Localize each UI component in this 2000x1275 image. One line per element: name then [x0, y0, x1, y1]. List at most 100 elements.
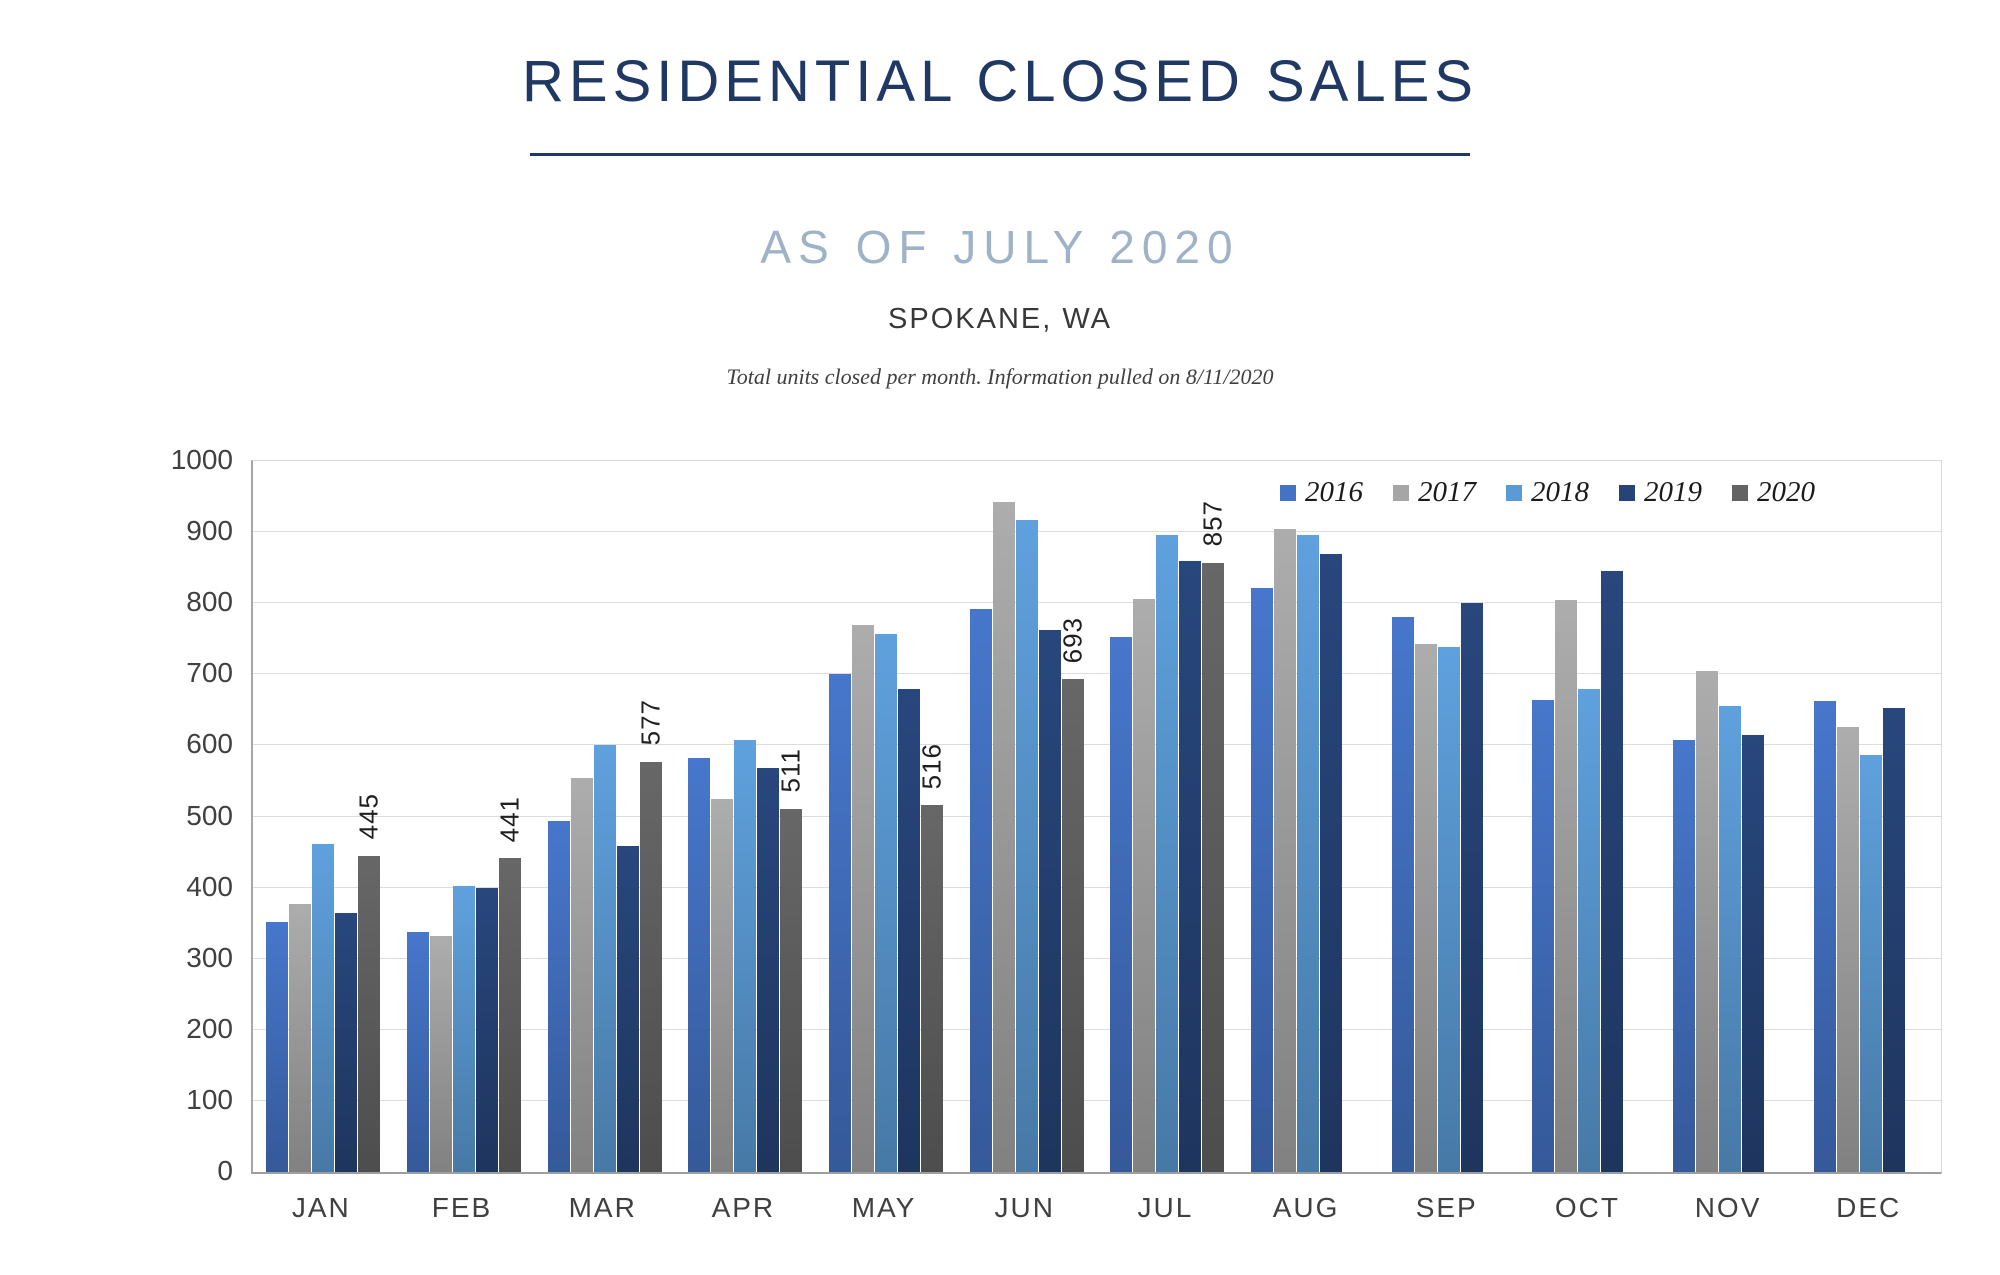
- bar-slot-dec-2018: [1859, 461, 1882, 1172]
- bar-group-mar: 577: [534, 461, 675, 1172]
- bar-slot-oct-2020: [1624, 461, 1646, 1172]
- x-axis-label-jul: JUL: [1137, 1192, 1194, 1223]
- y-axis-label-400: 400: [186, 870, 233, 902]
- bar-aug-2017: [1274, 529, 1297, 1172]
- bar-may-2019: [898, 688, 921, 1172]
- y-axis-label-500: 500: [186, 799, 233, 831]
- bar-slot-feb-2018: [453, 461, 475, 1172]
- legend-swatch-2019: [1619, 484, 1635, 501]
- bar-group-may: 516: [816, 461, 957, 1172]
- bar-oct-2017: [1555, 600, 1578, 1172]
- legend-item-2020: 2020: [1732, 476, 1815, 509]
- x-axis-label-jan: JAN: [291, 1192, 351, 1223]
- bar-jan-2019: [335, 912, 358, 1172]
- legend-swatch-2017: [1393, 484, 1409, 501]
- gridline-200: [253, 1028, 1941, 1030]
- bar-apr-2018: [734, 740, 757, 1172]
- x-axis-label-jun: JUN: [994, 1192, 1055, 1223]
- bar-slot-oct-2016: [1532, 461, 1555, 1172]
- bar-group-nov: [1660, 461, 1801, 1172]
- bar-slot-sep-2020: [1484, 461, 1506, 1172]
- bar-slot-apr-2016: [688, 461, 711, 1172]
- bar-feb-2019: [476, 888, 498, 1172]
- bar-may-2018: [875, 633, 898, 1172]
- bar-nov-2017: [1696, 670, 1719, 1172]
- bar-slot-apr-2019: [757, 461, 780, 1172]
- bar-group-dec: [1800, 461, 1941, 1172]
- bar-slot-oct-2018: [1578, 461, 1601, 1172]
- x-axis-label-may: MAY: [851, 1192, 917, 1223]
- bar-nov-2018: [1719, 706, 1742, 1172]
- bar-slot-sep-2019: [1460, 461, 1483, 1172]
- bar-apr-2016: [688, 757, 711, 1172]
- legend-item-2017: 2017: [1393, 476, 1476, 509]
- legend-item-2019: 2019: [1619, 476, 1702, 509]
- bar-group-jan: 445: [253, 461, 394, 1172]
- bar-slot-mar-2016: [547, 461, 570, 1172]
- bar-slot-dec-2019: [1882, 461, 1905, 1172]
- bar-jun-2018: [1015, 520, 1038, 1172]
- bar-jun-2017: [992, 501, 1015, 1172]
- gridline-800: [253, 602, 1941, 604]
- bar-mar-2017: [570, 778, 593, 1172]
- location-label: SPOKANE, WA: [888, 303, 1112, 335]
- bar-slot-oct-2019: [1601, 461, 1624, 1172]
- y-axis-label-900: 900: [186, 515, 233, 547]
- gridline-500: [253, 815, 1941, 817]
- bar-slot-may-2020: 516: [917, 461, 947, 1172]
- bar-slot-jan-2018: [312, 461, 335, 1172]
- bar-slot-aug-2017: [1274, 461, 1297, 1172]
- legend-item-2016: 2016: [1280, 476, 1363, 509]
- chart-legend: 2016 2017 2018 2019 2020: [1280, 476, 1815, 509]
- bar-slot-sep-2016: [1391, 461, 1414, 1172]
- legend-label-2019: 2019: [1644, 476, 1702, 508]
- bar-sep-2019: [1460, 603, 1483, 1172]
- x-axis-label-aug: AUG: [1272, 1192, 1340, 1223]
- bar-dec-2019: [1882, 708, 1905, 1172]
- footnote: Total units closed per month. Informatio…: [726, 364, 1274, 389]
- bar-groups: 445 441 577 511 516 693 857: [253, 461, 1941, 1172]
- bar-slot-jan-2020: 445: [354, 461, 384, 1172]
- bar-slot-mar-2020: 577: [635, 461, 665, 1172]
- page-title: RESIDENTIAL CLOSED SALES: [522, 49, 1478, 114]
- legend-label-2017: 2017: [1418, 476, 1476, 508]
- bar-slot-aug-2018: [1297, 461, 1320, 1172]
- legend-swatch-2016: [1280, 484, 1296, 501]
- bar-slot-aug-2019: [1320, 461, 1343, 1172]
- plot-area: 445 441 577 511 516 693 857: [251, 460, 1942, 1174]
- bar-slot-jun-2019: [1038, 461, 1061, 1172]
- x-axis-label-sep: SEP: [1415, 1192, 1478, 1223]
- bar-slot-jul-2016: [1110, 461, 1133, 1172]
- bar-oct-2016: [1532, 699, 1555, 1172]
- x-axis-label-nov: NOV: [1694, 1192, 1762, 1223]
- y-axis-label-1000: 1000: [170, 444, 233, 475]
- legend-swatch-2020: [1732, 484, 1748, 501]
- bar-group-sep: [1378, 461, 1519, 1172]
- bar-slot-mar-2017: [570, 461, 593, 1172]
- bar-slot-nov-2019: [1742, 461, 1765, 1172]
- bar-slot-nov-2016: [1673, 461, 1696, 1172]
- bar-slot-apr-2017: [711, 461, 734, 1172]
- bar-slot-may-2019: [898, 461, 921, 1172]
- bar-slot-sep-2017: [1414, 461, 1437, 1172]
- bar-group-jul: 857: [1097, 461, 1238, 1172]
- bar-jan-2020: [358, 855, 381, 1172]
- bar-slot-may-2018: [875, 461, 898, 1172]
- bar-jun-2016: [969, 608, 992, 1172]
- bar-slot-may-2016: [829, 461, 852, 1172]
- data-label-feb-2020: 441: [494, 796, 525, 843]
- legend-label-2020: 2020: [1757, 476, 1815, 508]
- bar-jan-2017: [289, 903, 312, 1172]
- bar-slot-jun-2020: 693: [1057, 461, 1087, 1172]
- bar-slot-feb-2020: 441: [495, 461, 525, 1172]
- gridline-600: [253, 744, 1941, 746]
- data-label-jun-2020: 693: [1057, 616, 1088, 664]
- legend-label-2018: 2018: [1531, 476, 1589, 508]
- bar-jul-2019: [1179, 561, 1202, 1172]
- data-label-apr-2020: 511: [775, 748, 806, 793]
- x-axis-label-mar: MAR: [568, 1192, 637, 1223]
- bar-jun-2020: [1061, 679, 1084, 1172]
- bar-slot-jun-2016: [969, 461, 992, 1172]
- bar-group-aug: [1238, 461, 1379, 1172]
